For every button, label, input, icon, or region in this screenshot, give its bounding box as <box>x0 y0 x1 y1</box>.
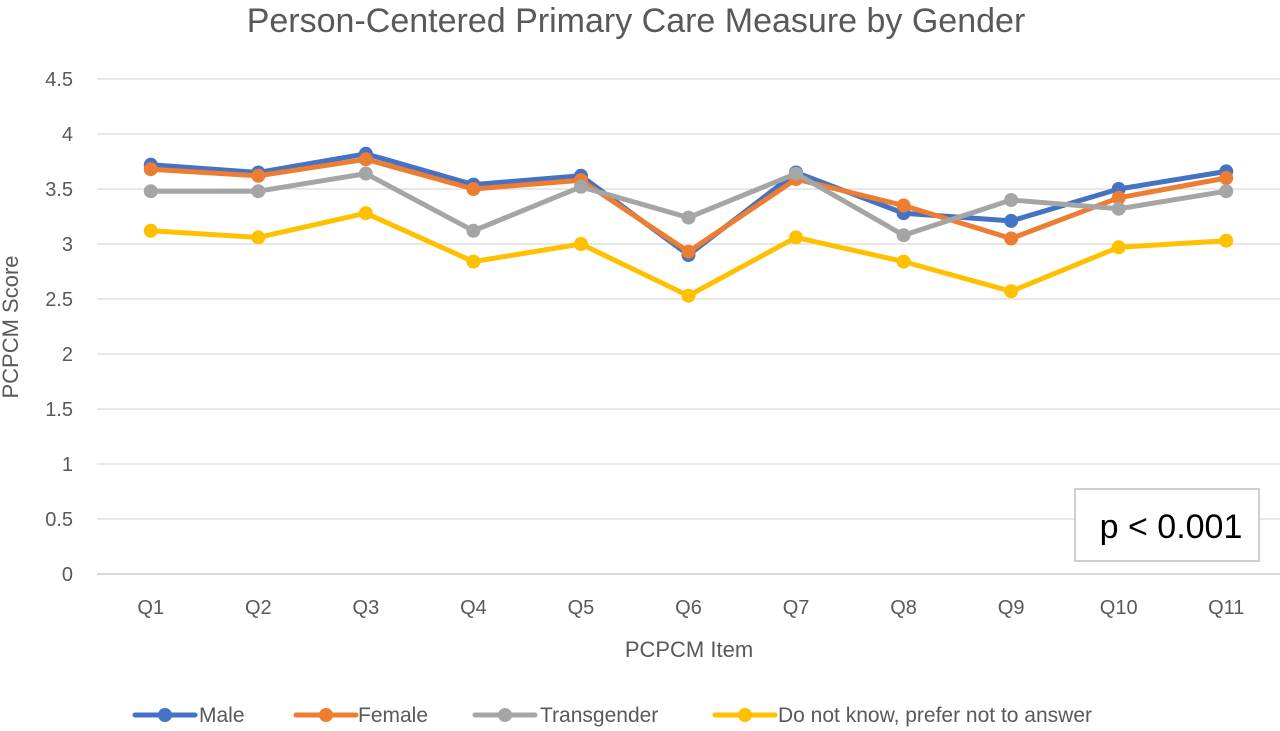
data-point <box>358 166 373 181</box>
data-point <box>1004 193 1019 207</box>
series-2 <box>143 166 1234 243</box>
legend-item: Male <box>132 704 245 727</box>
y-tick-label: 4 <box>62 124 73 146</box>
x-tick-label: Q3 <box>353 597 380 619</box>
data-point <box>1219 184 1234 199</box>
data-point <box>896 228 911 243</box>
y-tick-label: 1 <box>62 454 73 476</box>
data-point <box>251 230 266 245</box>
x-tick-label: Q8 <box>890 597 917 619</box>
x-tick-label: Q11 <box>1208 597 1244 619</box>
data-point <box>251 184 266 199</box>
data-point <box>1219 171 1234 185</box>
x-tick-label: Q7 <box>783 597 810 619</box>
x-axis-ticks: Q1 Q2 Q3 Q4 Q5 Q6 Q7 Q8 Q9 Q10 Q11 <box>137 597 1244 619</box>
data-point <box>573 237 588 251</box>
data-point <box>143 223 158 238</box>
legend-label: Male <box>199 704 245 727</box>
data-point <box>789 166 804 181</box>
legend-label: Do not know, prefer not to answer <box>778 704 1092 727</box>
p-value-annotation: p < 0.001 <box>1074 488 1260 562</box>
x-tick-label: Q6 <box>675 597 702 619</box>
data-point <box>896 198 911 213</box>
y-axis-ticks: 0 0.5 1 1.5 2 2.5 3 3.5 4 4.5 <box>45 69 73 586</box>
chart-title: Person-Centered Primary Care Measure by … <box>247 2 1026 40</box>
data-point <box>789 230 804 245</box>
y-tick-label: 3.5 <box>45 179 73 201</box>
data-point <box>143 184 158 199</box>
data-point <box>1004 213 1019 228</box>
y-axis-label: PCPCM Score <box>0 255 23 398</box>
x-axis-label: PCPCM Item <box>625 637 753 662</box>
data-point <box>143 162 158 177</box>
data-point <box>251 168 266 183</box>
series-lines <box>143 146 1234 303</box>
x-tick-label: Q2 <box>245 597 272 619</box>
y-tick-label: 2.5 <box>45 289 73 311</box>
data-point <box>1004 284 1019 299</box>
data-point <box>1111 240 1126 255</box>
legend-item: Transgender <box>472 704 658 727</box>
data-point <box>466 182 481 196</box>
data-point <box>1111 201 1126 216</box>
y-tick-label: 4.5 <box>45 69 73 91</box>
annotation-text: p < 0.001 <box>1100 508 1243 546</box>
legend-label: Female <box>358 704 428 727</box>
legend-item: Female <box>293 704 428 727</box>
data-point <box>1219 233 1234 248</box>
legend-swatch-marker <box>319 708 333 722</box>
data-point <box>681 210 696 225</box>
data-point <box>1111 190 1126 205</box>
legend: Male Female Transgender Do not know, prefer… <box>132 704 1092 727</box>
y-tick-label: 2 <box>62 344 73 366</box>
data-point <box>896 254 911 269</box>
y-tick-label: 0.5 <box>45 509 73 531</box>
data-point <box>358 206 373 221</box>
x-tick-label: Q5 <box>568 597 595 619</box>
y-tick-label: 1.5 <box>45 399 73 421</box>
data-point <box>466 254 481 269</box>
legend-swatch-marker <box>738 708 752 722</box>
data-point <box>358 152 373 167</box>
annotation-box <box>1074 488 1260 562</box>
y-tick-label: 3 <box>62 234 73 256</box>
data-point <box>681 288 696 303</box>
x-tick-label: Q10 <box>1100 597 1138 619</box>
x-tick-label: Q9 <box>998 597 1025 619</box>
legend-label: Transgender <box>540 704 658 727</box>
x-tick-label: Q1 <box>137 597 164 619</box>
legend-swatch-marker <box>498 708 512 722</box>
data-point <box>573 179 588 194</box>
series-3 <box>143 206 1234 303</box>
x-tick-label: Q4 <box>460 597 487 619</box>
data-point <box>1004 231 1019 246</box>
legend-swatch-marker <box>158 708 172 722</box>
data-point <box>466 223 481 238</box>
y-tick-label: 0 <box>62 564 73 586</box>
legend-item: Do not know, prefer not to answer <box>712 704 1092 727</box>
data-point <box>681 244 696 259</box>
